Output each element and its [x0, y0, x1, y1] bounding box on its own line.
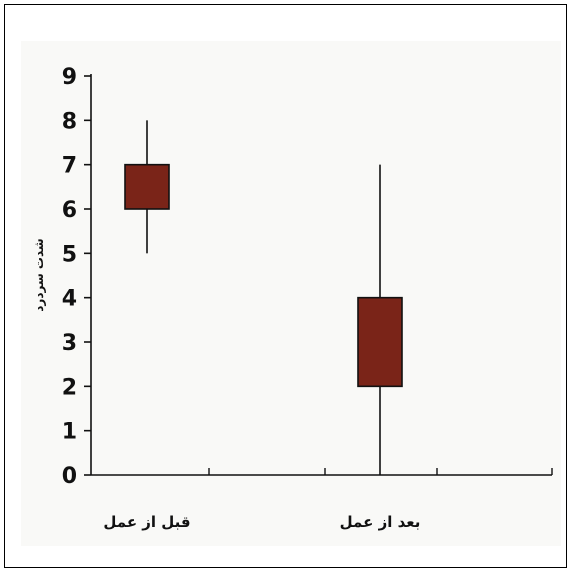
y-tick-label: 0: [62, 464, 77, 489]
y-tick-label: 4: [62, 287, 77, 312]
y-tick-label: 2: [62, 375, 77, 400]
y-tick-label: 3: [62, 331, 77, 356]
x-tick-label: قبل از عمل: [103, 513, 190, 531]
y-tick-label: 5: [62, 242, 77, 267]
y-axis: 0 1 2 3 4 5 6 7 8 9: [62, 65, 92, 489]
box-series: [124, 120, 403, 475]
y-tick-label: 1: [62, 420, 77, 445]
box-plot-chart: 0 1 2 3 4 5 6 7 8 9 قبل از عمل بعد از عمل شدت سردر…: [21, 41, 561, 546]
box: [124, 163, 170, 210]
figure-frame: 0 1 2 3 4 5 6 7 8 9 قبل از عمل بعد از عمل شدت سردر…: [4, 4, 567, 568]
x-axis: قبل از عمل بعد از عمل: [91, 468, 553, 531]
y-tick-label: 6: [62, 198, 77, 223]
y-tick-label: 9: [62, 65, 77, 90]
y-tick-label: 7: [62, 154, 77, 179]
x-tick-label: بعد از عمل: [340, 513, 421, 531]
y-axis-label: شدت سردرد: [32, 238, 46, 311]
box: [357, 296, 403, 388]
y-tick-label: 8: [62, 109, 77, 134]
plot-background: [21, 41, 561, 546]
